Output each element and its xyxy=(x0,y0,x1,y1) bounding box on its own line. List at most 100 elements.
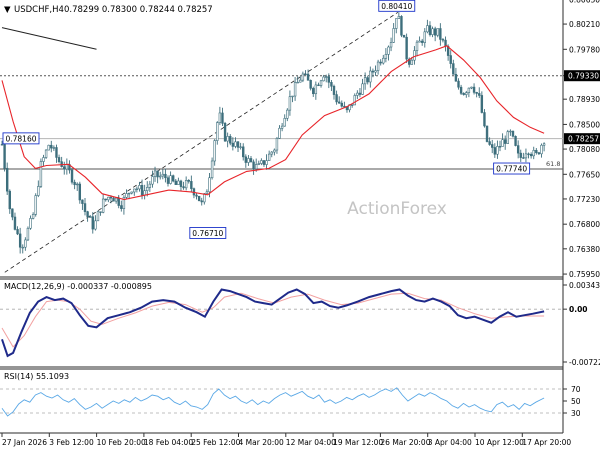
candle-body xyxy=(514,135,517,146)
candle-body xyxy=(522,157,525,159)
candle-body xyxy=(55,147,58,158)
candle-body xyxy=(356,92,359,96)
x-tick-label: 3 Feb 12:00 xyxy=(49,438,94,447)
candle-body xyxy=(415,41,419,51)
candle-body xyxy=(527,153,530,155)
candle-body xyxy=(216,122,219,141)
candle-body xyxy=(506,131,509,144)
symbol-label: USDCHF,H4 xyxy=(14,5,64,15)
candle-body xyxy=(353,95,356,106)
candle-body xyxy=(410,59,414,65)
candle-body xyxy=(156,170,159,178)
x-tick-label: 10 Apr 12:00 xyxy=(475,438,524,447)
candle-body xyxy=(444,39,447,47)
candle-body xyxy=(537,152,541,155)
candle-body xyxy=(465,92,468,95)
candle-body xyxy=(195,194,198,197)
candle-body xyxy=(379,61,382,64)
candle-body xyxy=(322,76,325,82)
candle-body xyxy=(16,229,19,235)
candle-body xyxy=(426,25,429,33)
candle-body xyxy=(260,160,263,164)
candle-body xyxy=(431,28,434,35)
price-y-tick-label: 0.77650 xyxy=(569,170,600,179)
candle-body xyxy=(242,146,245,158)
candle-body xyxy=(540,144,543,155)
candle-body xyxy=(402,34,406,38)
candle-body xyxy=(395,18,398,29)
price-annotation-box xyxy=(378,0,416,12)
candle-body xyxy=(286,109,289,119)
candle-body xyxy=(478,93,481,96)
candle-body xyxy=(88,216,92,218)
candle-body xyxy=(472,86,476,93)
collapse-triangle-icon[interactable]: ▼ xyxy=(4,5,11,15)
candle-body xyxy=(37,186,40,196)
candle-body xyxy=(153,170,157,177)
candle-body xyxy=(301,73,305,81)
candle-body xyxy=(117,197,120,206)
candle-body xyxy=(65,164,69,170)
candle-body xyxy=(26,227,30,241)
candle-body xyxy=(70,169,74,183)
candle-body xyxy=(135,188,139,190)
candle-body xyxy=(249,158,253,163)
candle-body xyxy=(210,160,214,179)
candle-body xyxy=(503,139,507,144)
candle-body xyxy=(76,183,79,186)
candle-body xyxy=(457,80,460,88)
candle-body xyxy=(254,164,258,170)
candle-body xyxy=(278,127,281,139)
candle-body xyxy=(467,87,471,93)
candle-body xyxy=(423,31,426,43)
moving-average xyxy=(1,45,545,201)
candle-body xyxy=(343,105,346,108)
candle-body xyxy=(120,205,123,209)
candle-body xyxy=(13,216,17,230)
candle-body xyxy=(309,80,312,89)
candle-body xyxy=(524,153,528,159)
candle-body xyxy=(3,144,6,169)
candle-body xyxy=(480,95,484,113)
price-annotation-label: 0.78160 xyxy=(5,134,36,143)
rsi-line xyxy=(1,387,545,417)
candle-body xyxy=(358,92,362,95)
candle-body xyxy=(340,102,343,107)
candle-body xyxy=(252,161,255,170)
candle-body xyxy=(140,185,144,196)
macd-line xyxy=(1,288,545,358)
candle-body xyxy=(483,112,486,127)
candle-body xyxy=(397,16,401,19)
rsi-y-tick-label: 30 xyxy=(571,409,581,418)
x-tick-label: 4 Mar 20:00 xyxy=(239,438,285,447)
candle-body xyxy=(306,73,310,81)
candle-body xyxy=(337,101,341,104)
candle-body xyxy=(270,151,273,155)
candle-body xyxy=(452,63,455,75)
candle-body xyxy=(257,163,260,165)
price-annotation-box xyxy=(189,227,227,239)
fib-level-label: 61.8 xyxy=(546,160,560,168)
candle-body xyxy=(221,112,224,124)
candle-body xyxy=(542,143,546,146)
candle-body xyxy=(293,82,297,97)
candle-body xyxy=(361,83,364,95)
price-flag-label: 0.79330 xyxy=(568,72,599,81)
candle-body xyxy=(179,180,183,187)
candle-body xyxy=(109,196,113,199)
x-tick-label: 26 Mar 20:00 xyxy=(380,438,430,447)
price-y-tick-label: 0.75950 xyxy=(569,270,600,279)
price-flag-box xyxy=(564,70,600,82)
candle-body xyxy=(418,40,421,43)
price-annotation-box xyxy=(2,132,40,145)
candle-body xyxy=(420,40,424,43)
candle-body xyxy=(96,211,100,222)
candle-body xyxy=(366,77,369,83)
candle-body xyxy=(11,208,14,218)
price-annotation-box xyxy=(493,162,531,175)
candle-body xyxy=(200,200,203,203)
candle-body xyxy=(291,95,294,98)
candle-body xyxy=(350,104,354,106)
